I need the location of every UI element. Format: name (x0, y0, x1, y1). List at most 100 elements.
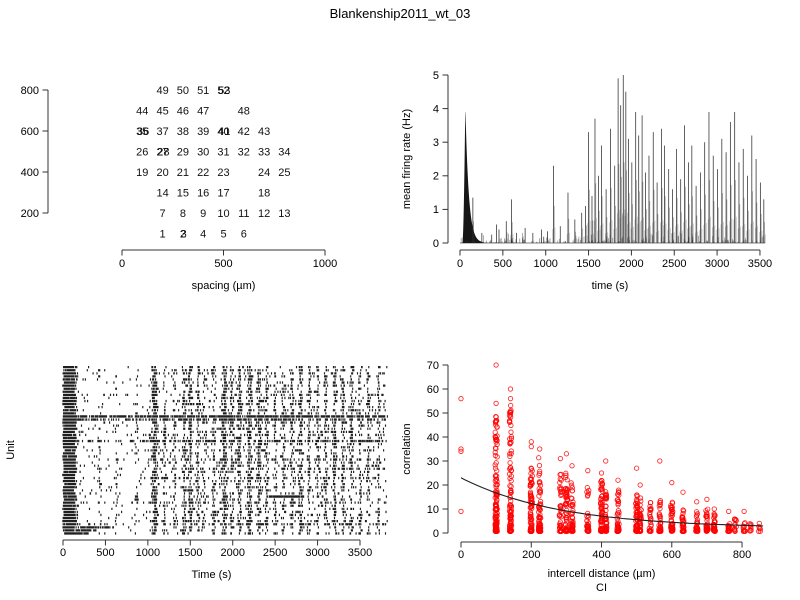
data-point (599, 488, 606, 494)
y-tick-label: 10 (427, 504, 439, 516)
data-point (508, 473, 515, 479)
x-tick-label: 1000 (313, 258, 337, 270)
data-point (508, 448, 514, 454)
data-point (656, 503, 662, 509)
x-axis-label: intercell distance (µm) (548, 568, 656, 580)
data-point (507, 513, 513, 519)
data-point (616, 525, 622, 531)
data-point (494, 424, 500, 430)
data-point (704, 513, 710, 519)
raster-row (63, 501, 387, 504)
unit-number-label: 48 (238, 105, 250, 117)
data-point (507, 460, 513, 466)
outlier-point (458, 446, 464, 452)
x-tick-label: 400 (592, 549, 610, 561)
raster-row (62, 399, 386, 403)
unit-number-label: 5 (220, 228, 226, 240)
data-point (585, 510, 591, 517)
outlier-point (528, 439, 534, 445)
data-point (747, 528, 753, 534)
fit-curve (460, 477, 764, 527)
raster-row (63, 366, 388, 369)
data-point (527, 514, 533, 520)
data-point (657, 520, 663, 526)
x-tick-label: 500 (96, 547, 114, 559)
data-point (603, 515, 609, 521)
data-point (703, 508, 709, 514)
data-point (694, 528, 701, 534)
data-point (614, 497, 620, 503)
x-tick-label: 500 (214, 258, 232, 270)
data-point (599, 498, 605, 505)
unit-number-label: 33 (258, 146, 270, 158)
data-point (494, 473, 500, 479)
raster-row (62, 424, 387, 427)
data-point (657, 502, 663, 508)
raster-row (62, 378, 379, 381)
raster-row (62, 473, 380, 477)
x-tick-label: 0 (457, 258, 463, 270)
outlier-point (458, 395, 464, 402)
outlier-point (694, 499, 700, 505)
raster-row (63, 461, 382, 464)
x-tick-label: 0 (60, 547, 66, 559)
data-point (647, 499, 654, 506)
raster-row (62, 403, 385, 406)
data-point (726, 528, 733, 534)
data-point (616, 492, 622, 498)
raster-row (63, 476, 380, 480)
unit-number-label: 38 (177, 126, 189, 138)
unit-number-label: 4 (200, 228, 206, 240)
raster-row (62, 446, 379, 449)
data-point (648, 507, 654, 513)
data-point (557, 503, 563, 509)
data-point (494, 481, 500, 488)
data-point (602, 526, 608, 532)
unit-number-label: 20 (156, 167, 168, 179)
unit-number-label: 36 (137, 126, 149, 138)
data-point (506, 522, 513, 529)
unit-number-label: 18 (258, 187, 270, 199)
data-point (681, 524, 687, 530)
raster-row (63, 464, 380, 467)
unit-number-label: 6 (241, 228, 247, 240)
outlier-point (585, 467, 591, 474)
data-point (537, 498, 544, 505)
data-point (637, 527, 643, 533)
data-point (585, 490, 592, 496)
raster-row (62, 452, 370, 455)
data-point (694, 511, 701, 517)
data-point (492, 429, 498, 435)
y-tick-label: 70 (427, 360, 439, 372)
outlier-point (669, 479, 675, 486)
data-point (711, 513, 718, 520)
data-point (669, 528, 676, 534)
unit-number-label: 24 (258, 167, 270, 179)
raster-row (62, 396, 380, 400)
unit-number-label: 26 (136, 146, 148, 158)
unit-number-label: 28 (157, 146, 169, 158)
data-point (598, 486, 604, 493)
unit-number-label: 30 (197, 146, 209, 158)
y-tick-label: 200 (21, 208, 39, 220)
data-point (537, 507, 544, 513)
unit-number-label: 11 (238, 208, 249, 220)
data-point (508, 483, 514, 490)
data-point (564, 486, 571, 492)
data-point (529, 495, 535, 501)
unit-number-label: 31 (217, 146, 229, 158)
x-tick-label: 3500 (348, 547, 372, 559)
y-tick-label: 600 (21, 126, 39, 138)
data-point (615, 500, 621, 507)
unit-number-label: 42 (238, 126, 250, 138)
data-point (732, 516, 738, 522)
data-point (732, 526, 738, 532)
data-point (493, 519, 500, 525)
data-point (680, 508, 687, 514)
data-point (494, 527, 500, 533)
data-point (732, 528, 738, 534)
unit-number-label: 51 (197, 85, 209, 97)
data-point (528, 520, 534, 527)
